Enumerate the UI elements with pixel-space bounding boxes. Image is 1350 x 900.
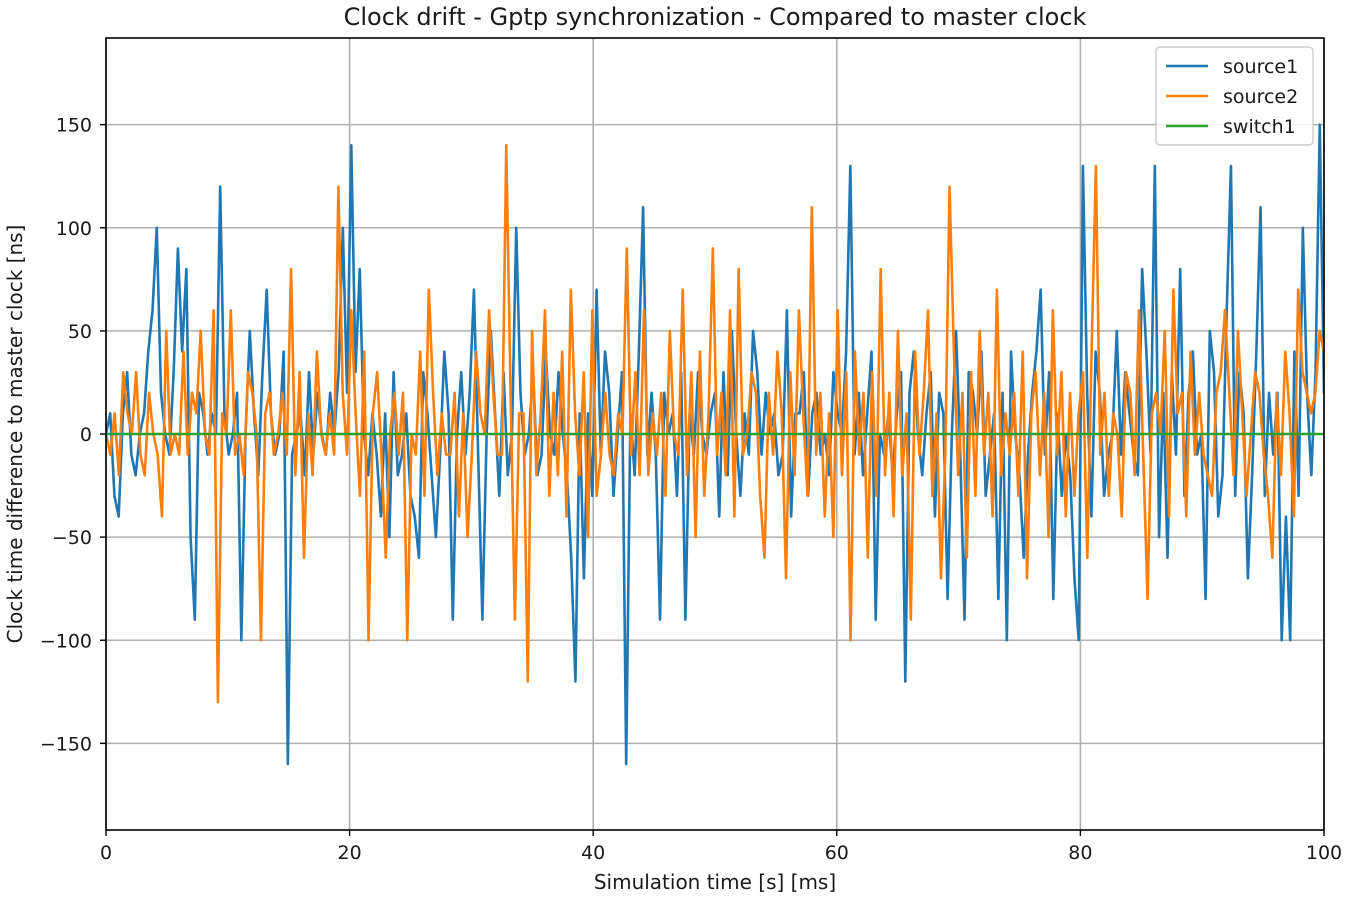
legend-label-source2: source2 bbox=[1223, 86, 1298, 108]
y-tick-label: 0 bbox=[80, 424, 92, 446]
x-tick-label: 80 bbox=[1068, 842, 1092, 864]
y-axis-label: Clock time difference to master clock [n… bbox=[3, 225, 27, 644]
plot-area bbox=[106, 123, 1324, 766]
y-tick-label: 150 bbox=[56, 115, 92, 137]
legend-label-source1: source1 bbox=[1223, 56, 1298, 78]
x-tick-label: 20 bbox=[338, 842, 362, 864]
x-tick-label: 0 bbox=[100, 842, 112, 864]
series-line-source2 bbox=[106, 143, 1324, 704]
x-tick-label: 100 bbox=[1306, 842, 1342, 864]
x-tick-label: 40 bbox=[581, 842, 605, 864]
x-axis-ticks: 0 20 40 60 80 100 bbox=[100, 830, 1342, 864]
chart-title: Clock drift - Gptp synchronization - Com… bbox=[344, 3, 1087, 31]
legend-items: source1 source2 switch1 bbox=[1166, 56, 1298, 138]
legend-label-switch1: switch1 bbox=[1223, 116, 1296, 138]
x-axis-label: Simulation time [s] [ms] bbox=[594, 870, 836, 894]
y-tick-label: −50 bbox=[52, 527, 92, 549]
y-tick-label: −150 bbox=[40, 733, 92, 755]
y-axis-ticks: −150 −100 −50 0 50 100 150 bbox=[40, 115, 106, 755]
legend-box bbox=[1155, 46, 1314, 146]
legend: source1 source2 switch1 bbox=[1155, 46, 1314, 146]
x-tick-label: 60 bbox=[825, 842, 849, 864]
series-lines bbox=[106, 123, 1324, 766]
y-tick-label: −100 bbox=[40, 630, 92, 652]
y-tick-label: 100 bbox=[56, 218, 92, 240]
y-tick-label: 50 bbox=[68, 321, 92, 343]
